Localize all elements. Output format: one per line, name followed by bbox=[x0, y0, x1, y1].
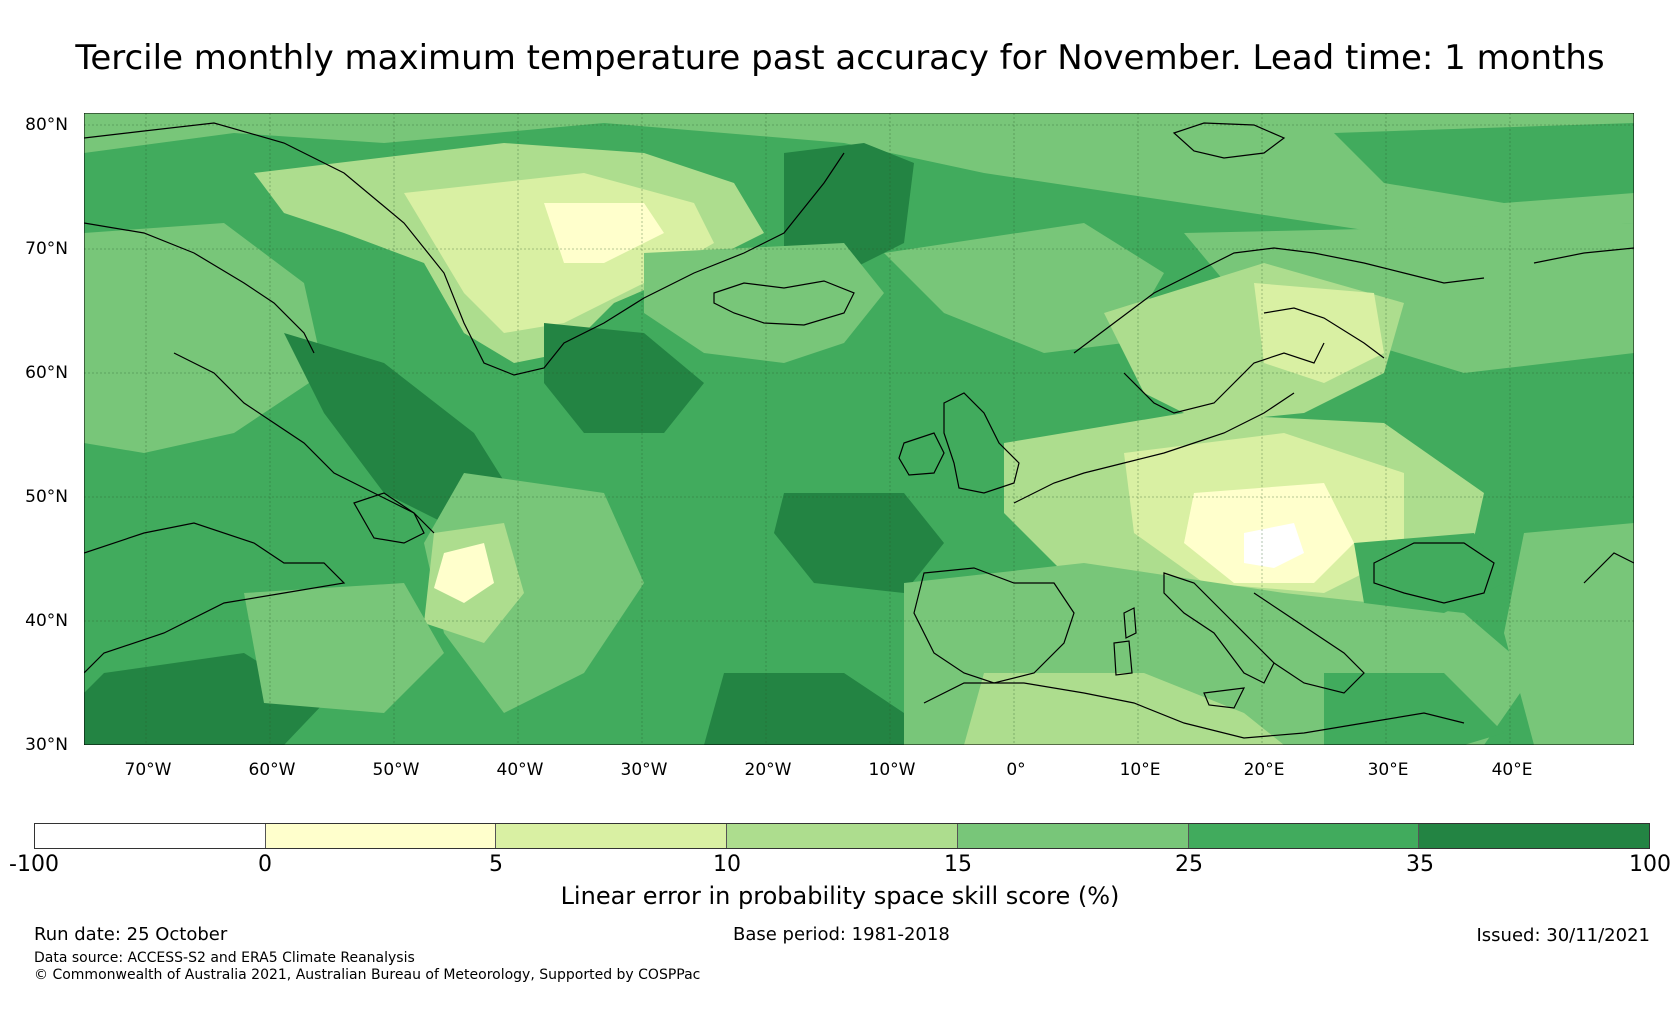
lon-tick-label: 10°W bbox=[868, 760, 916, 780]
iberia-coast bbox=[913, 567, 1075, 684]
lon-tick-label: 20°W bbox=[744, 760, 792, 780]
region-balkans-white bbox=[1244, 523, 1304, 568]
finland-gulf-coast bbox=[1263, 307, 1385, 359]
map-title: Tercile monthly maximum temperature past… bbox=[75, 38, 1605, 78]
lon-tick-label: 50°W bbox=[372, 760, 420, 780]
newfoundland-coast bbox=[353, 492, 425, 544]
lat-tick-label: 50°N bbox=[25, 487, 68, 507]
colorbar-tick-label: 5 bbox=[489, 852, 503, 877]
britain-coast bbox=[943, 392, 1020, 494]
colorbar-tick-label: 25 bbox=[1175, 852, 1203, 877]
lon-tick-label: 60°W bbox=[248, 760, 296, 780]
colorbar-tick-label: 100 bbox=[1629, 852, 1671, 877]
region-levant-dark bbox=[1324, 673, 1504, 745]
lon-tick-label: 30°E bbox=[1367, 760, 1409, 780]
corsica-coast bbox=[1123, 607, 1137, 639]
colorbar bbox=[34, 823, 1650, 849]
colorbar-bin bbox=[35, 824, 266, 848]
ireland-coast bbox=[898, 432, 945, 476]
data-source: Data source: ACCESS-S2 and ERA5 Climate … bbox=[34, 950, 415, 966]
black-sea-coast bbox=[1373, 542, 1495, 604]
lat-tick-label: 60°N bbox=[25, 363, 68, 383]
skill-regions bbox=[84, 113, 1634, 745]
colorbar-tick-label: 15 bbox=[944, 852, 972, 877]
copyright: © Commonwealth of Australia 2021, Austra… bbox=[34, 967, 701, 983]
region-canada-north bbox=[84, 223, 324, 453]
region-east-atlantic-dark bbox=[704, 673, 904, 745]
issued-date: Issued: 30/11/2021 bbox=[1476, 925, 1650, 946]
iceland-coast bbox=[713, 280, 855, 326]
colorbar-bin bbox=[957, 824, 1189, 848]
baffin-coast bbox=[84, 222, 315, 354]
italy-coast bbox=[1163, 572, 1275, 684]
lat-tick-label: 70°N bbox=[25, 239, 68, 259]
lat-tick-label: 40°N bbox=[25, 611, 68, 631]
colorbar-label: Linear error in probability space skill … bbox=[560, 882, 1120, 910]
colorbar-bin bbox=[1188, 824, 1420, 848]
lon-tick-label: 40°E bbox=[1491, 760, 1533, 780]
graticule bbox=[84, 113, 1634, 745]
region-sw-atlantic bbox=[244, 583, 444, 713]
europe-coast bbox=[1013, 392, 1295, 504]
svalbard-coast bbox=[1172, 122, 1286, 159]
base-period: Base period: 1981-2018 bbox=[733, 924, 950, 945]
sweden-coast bbox=[1123, 342, 1325, 414]
caspian-coast bbox=[1583, 552, 1634, 584]
coastlines bbox=[84, 122, 1634, 739]
skill-score-map bbox=[84, 113, 1634, 745]
nova-scotia-coast bbox=[84, 522, 346, 674]
colorbar-bin bbox=[265, 824, 497, 848]
lon-tick-label: 0° bbox=[1006, 760, 1026, 780]
region-norwegian-sea bbox=[884, 223, 1164, 353]
lat-tick-label: 30°N bbox=[25, 735, 68, 755]
colorbar-bin bbox=[1419, 824, 1650, 848]
region-black-sea bbox=[1354, 533, 1504, 613]
sicily-coast bbox=[1203, 687, 1246, 709]
region-mid-atlantic-dark bbox=[544, 323, 704, 433]
region-barents bbox=[1184, 223, 1634, 373]
region-atlantic-white bbox=[434, 543, 494, 603]
north-africa-coast bbox=[923, 682, 1465, 739]
region-greenland-sea bbox=[784, 143, 914, 273]
lon-tick-label: 30°W bbox=[620, 760, 668, 780]
colorbar-tick-label: 0 bbox=[258, 852, 272, 877]
region-azores bbox=[774, 493, 944, 593]
colorbar-bin bbox=[496, 824, 728, 848]
region-iceland bbox=[644, 243, 884, 363]
lon-tick-label: 20°E bbox=[1243, 760, 1285, 780]
lon-tick-label: 40°W bbox=[496, 760, 544, 780]
run-date: Run date: 25 October bbox=[34, 924, 228, 945]
region-arctic-east bbox=[1334, 123, 1634, 203]
lon-tick-label: 10°E bbox=[1119, 760, 1161, 780]
colorbar-tick-label: 10 bbox=[713, 852, 741, 877]
labrador-coast bbox=[173, 352, 435, 534]
region-caspian bbox=[1504, 523, 1634, 745]
region-finland bbox=[1254, 283, 1384, 383]
region-greenland-peak bbox=[544, 203, 664, 263]
greenland-coast bbox=[84, 122, 845, 376]
novaya-zemlya-coast bbox=[1533, 247, 1634, 264]
region-arctic-top bbox=[84, 113, 1634, 233]
colorbar-tick-label: 35 bbox=[1406, 852, 1434, 877]
region-north-africa-light bbox=[964, 673, 1284, 745]
colorbar-tick-label: -100 bbox=[9, 852, 59, 877]
lon-tick-label: 70°W bbox=[124, 760, 172, 780]
sardinia-coast bbox=[1113, 640, 1133, 676]
map-canvas bbox=[84, 113, 1634, 745]
colorbar-bin bbox=[727, 824, 958, 848]
lat-tick-label: 80°N bbox=[25, 115, 68, 135]
balkans-coast bbox=[1253, 592, 1365, 694]
scandinavia-coast bbox=[1073, 247, 1485, 354]
